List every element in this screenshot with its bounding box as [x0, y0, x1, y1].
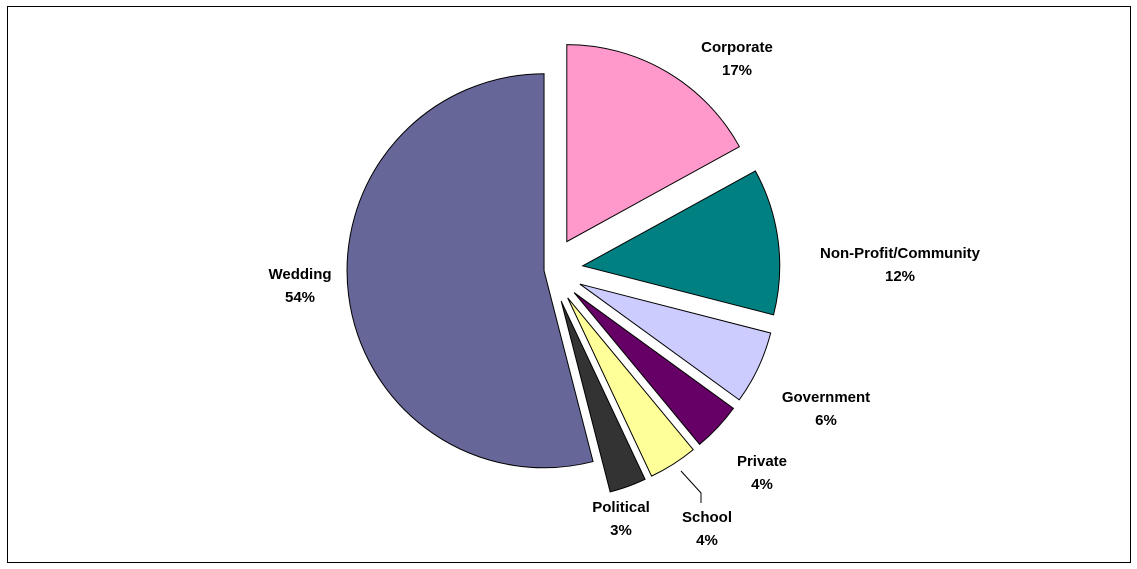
- slice-percent: 4%: [751, 476, 773, 493]
- pie-slice-non-profit-community: [581, 170, 781, 316]
- slice-percent: 12%: [885, 268, 915, 285]
- slice-label-political: Political 3%: [592, 499, 650, 539]
- pie-slice-private: [573, 292, 735, 446]
- slice-category: Wedding: [268, 266, 331, 283]
- pie-slices: [346, 44, 781, 493]
- slice-label-wedding: Wedding 54%: [268, 266, 331, 306]
- slice-category: School: [682, 509, 732, 526]
- slice-category: Non-Profit/Community: [820, 245, 981, 262]
- slice-label-government: Government 6%: [782, 389, 870, 429]
- slice-category: Private: [737, 453, 787, 470]
- pie-slice-school: [567, 297, 694, 477]
- pie-slice-government: [579, 283, 772, 401]
- slice-label-school: School 4%: [682, 509, 732, 549]
- leader-line-school: [680, 470, 702, 503]
- leader-lines: [680, 470, 702, 503]
- pie-slice-corporate: [566, 44, 741, 243]
- slice-label-non-profit-community: Non-Profit/Community 12%: [820, 245, 981, 285]
- slice-percent: 6%: [815, 412, 837, 429]
- slice-category: Corporate: [701, 39, 773, 56]
- pie-slice-political: [560, 300, 646, 493]
- slice-percent: 17%: [722, 62, 752, 79]
- slice-percent: 3%: [610, 522, 632, 539]
- pie-slice-wedding: [346, 73, 594, 469]
- slice-category: Political: [592, 499, 650, 516]
- slice-category: Government: [782, 389, 870, 406]
- slice-percent: 4%: [696, 532, 718, 549]
- slice-labels: Corporate 17% Non-Profit/Community 12% Gover…: [268, 39, 980, 549]
- slice-label-private: Private 4%: [737, 453, 787, 493]
- slice-percent: 54%: [285, 289, 315, 306]
- slice-label-corporate: Corporate 17%: [701, 39, 773, 79]
